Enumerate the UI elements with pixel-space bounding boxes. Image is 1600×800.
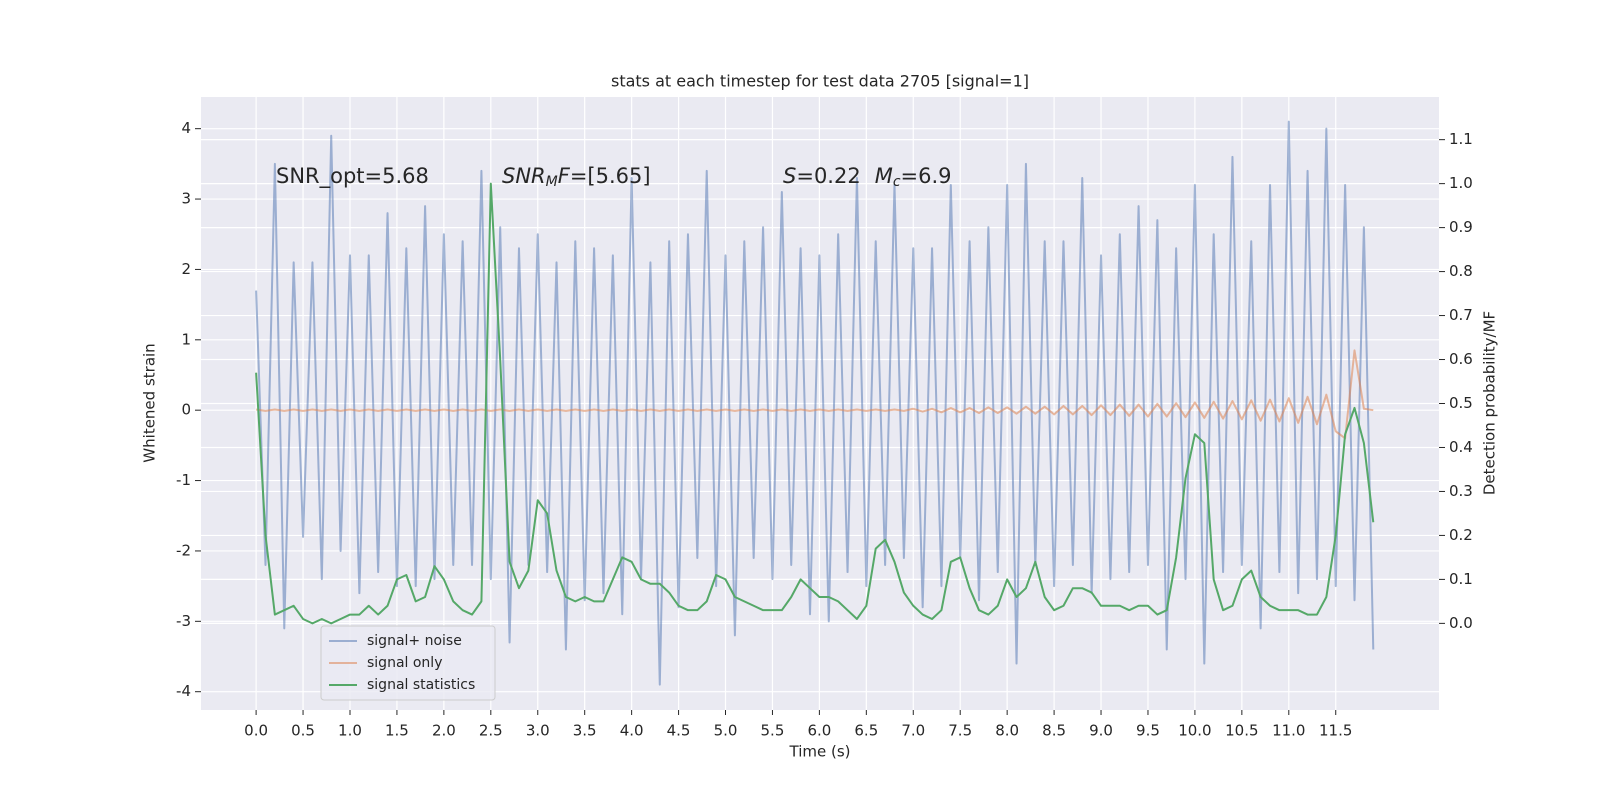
y-tick-label: 4: [181, 119, 191, 137]
series-line: [255, 182, 1375, 625]
series-line: [255, 349, 1374, 440]
annotation: SNRMF=[5.65]: [502, 164, 651, 190]
annotation-part: =6.9: [901, 164, 952, 188]
y2-tick-label: 1.0: [1449, 174, 1473, 192]
annotation-part: M: [546, 174, 558, 190]
y2-tick-label: 0.6: [1449, 350, 1473, 368]
axes: 0.0 0.5 1.0 1.5 2.0 2.5 3.0 3.5 4.0 4.5 5.0 5.5 6.0 6…: [176, 119, 1473, 739]
y-tick-label: -1: [176, 471, 191, 489]
x-axis-label: Time (s): [789, 743, 851, 761]
annotation: SNR_opt=5.68: [276, 164, 429, 189]
y-tick-label: 2: [181, 260, 191, 278]
y-tick-label: 1: [181, 330, 191, 348]
x-tick-label: 4.0: [620, 722, 644, 740]
y2-tick-label: 0.3: [1449, 482, 1473, 500]
annotation-part: S: [783, 164, 796, 188]
legend-label: signal+ noise: [367, 633, 462, 649]
x-tick-label: 3.5: [573, 722, 597, 740]
y2-tick-label: 0.2: [1449, 526, 1473, 544]
x-tick-label: 5.0: [714, 722, 738, 740]
x-tick-label: 9.5: [1136, 722, 1160, 740]
legend: signal+ noise signal only signal statistic…: [320, 625, 496, 701]
y-tick-label: -4: [176, 682, 191, 700]
annotation-part: =0.22: [796, 164, 860, 188]
annotation-part: SNR: [502, 164, 546, 188]
legend-label: signal statistics: [367, 677, 475, 693]
y2-tick-label: 0.5: [1449, 394, 1473, 412]
series-line: [255, 120, 1375, 686]
x-tick-label: 10.0: [1178, 722, 1211, 740]
x-tick-label: 6.0: [807, 722, 831, 740]
y2-axis-label: Detection probability/MF: [1481, 311, 1499, 495]
y2-tick-label: 0.7: [1449, 306, 1473, 324]
x-tick-label: 9.0: [1089, 722, 1113, 740]
x-tick-label: 2.5: [479, 722, 503, 740]
y2-tick-label: 0.8: [1449, 262, 1473, 280]
chart-title: stats at each timestep for test data 270…: [611, 72, 1029, 91]
x-tick-label: 4.5: [667, 722, 691, 740]
x-tick-label: 2.0: [432, 722, 456, 740]
annotation-part: F: [558, 164, 571, 188]
y-tick-label: -3: [176, 612, 191, 630]
y2-tick-label: 0.4: [1449, 438, 1473, 456]
y2-tick-label: 0.1: [1449, 570, 1473, 588]
x-tick-label: 1.0: [338, 722, 362, 740]
x-tick-label: 1.5: [385, 722, 409, 740]
y2-tick-label: 1.1: [1449, 130, 1473, 148]
y-tick-label: 0: [181, 401, 191, 419]
x-tick-label: 0.5: [291, 722, 315, 740]
x-tick-label: 8.5: [1042, 722, 1066, 740]
x-tick-label: 6.5: [854, 722, 878, 740]
legend-label: signal only: [367, 655, 442, 671]
x-tick-label: 3.0: [526, 722, 550, 740]
x-tick-label: 0.0: [244, 722, 268, 740]
x-tick-label: 7.5: [948, 722, 972, 740]
y2-tick-label: 0.9: [1449, 218, 1473, 236]
y2-tick-label: 0.0: [1449, 614, 1473, 632]
legend-box: [320, 625, 496, 701]
x-tick-label: 11.5: [1319, 722, 1352, 740]
y-axis-label: Whitened strain: [141, 343, 159, 462]
y-tick-label: 3: [181, 190, 191, 208]
annotation-part: =[5.65]: [570, 164, 651, 188]
x-tick-label: 7.0: [901, 722, 925, 740]
y-tick-label: -2: [176, 541, 191, 559]
x-tick-label: 8.0: [995, 722, 1019, 740]
x-tick-label: 5.5: [761, 722, 785, 740]
x-tick-label: 10.5: [1225, 722, 1258, 740]
annotation-part: c: [893, 174, 901, 190]
x-tick-label: 11.0: [1272, 722, 1305, 740]
annotation-part: M: [875, 164, 893, 188]
annotation: S=0.22 Mc=6.9: [783, 164, 952, 190]
marks: [255, 120, 1375, 686]
